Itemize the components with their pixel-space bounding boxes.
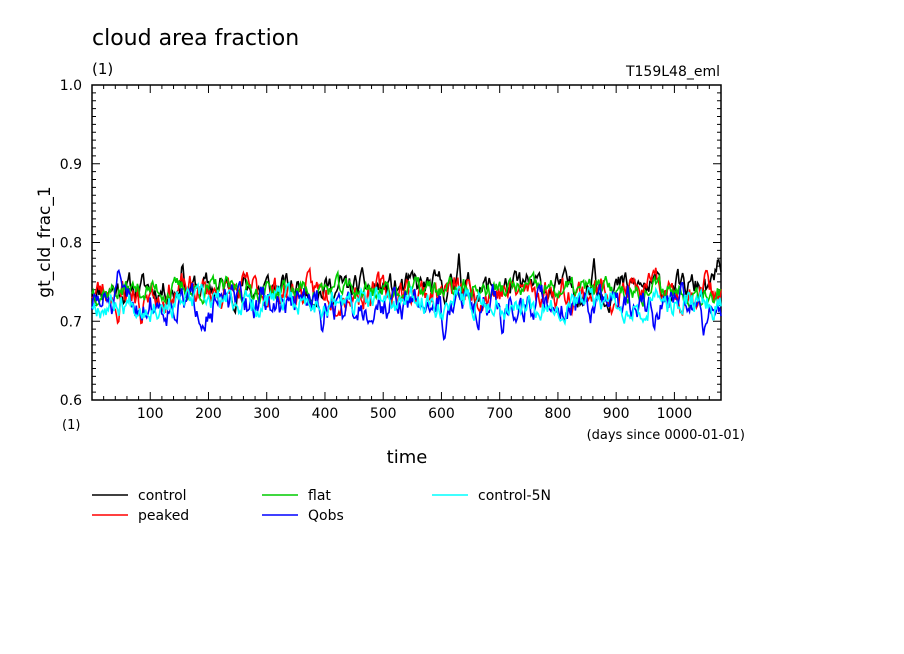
x-tick-label: 300	[253, 406, 280, 422]
plot-frame	[91, 84, 722, 401]
y-tick-label: 0.7	[60, 314, 82, 330]
x-tick-label: 500	[370, 406, 397, 422]
legend-label-control: control	[138, 488, 187, 504]
tick-labels: 100 200 300 400 500 600 700 800 900 1000 0.6 0.7 0.8…	[60, 78, 692, 422]
x-tick-label: 900	[603, 406, 630, 422]
legend-label-qobs: Qobs	[308, 508, 344, 524]
x-tick-label: 800	[545, 406, 572, 422]
run-label: T159L48_eml	[625, 64, 720, 80]
units-label: (1)	[92, 60, 113, 78]
y-tick-label: 1.0	[60, 78, 82, 94]
y-tick-label: 0.6	[60, 393, 82, 409]
legend-label-peaked: peaked	[138, 508, 189, 524]
x-units-left: (1)	[62, 418, 80, 433]
x-units-right: (days since 0000-01-01)	[587, 428, 745, 443]
x-tick-label: 700	[486, 406, 513, 422]
legend: control peaked flat Qobs control-5N	[92, 488, 551, 524]
y-tick-label: 0.9	[60, 157, 82, 173]
x-tick-label: 600	[428, 406, 455, 422]
series-lines	[91, 253, 722, 342]
x-tick-label: 200	[195, 406, 222, 422]
series-line-control-5n	[91, 281, 722, 326]
x-axis-label: time	[387, 447, 428, 468]
legend-label-flat: flat	[308, 488, 331, 504]
x-tick-label: 1000	[657, 406, 693, 422]
chart-title: cloud area fraction	[92, 26, 299, 51]
x-tick-label: 400	[312, 406, 339, 422]
y-tick-label: 0.8	[60, 236, 82, 252]
y-axis-label: gt_cld_frac_1	[35, 186, 55, 297]
x-tick-label: 100	[137, 406, 164, 422]
axis-ticks	[92, 85, 721, 400]
legend-label-control-5n: control-5N	[478, 488, 551, 504]
